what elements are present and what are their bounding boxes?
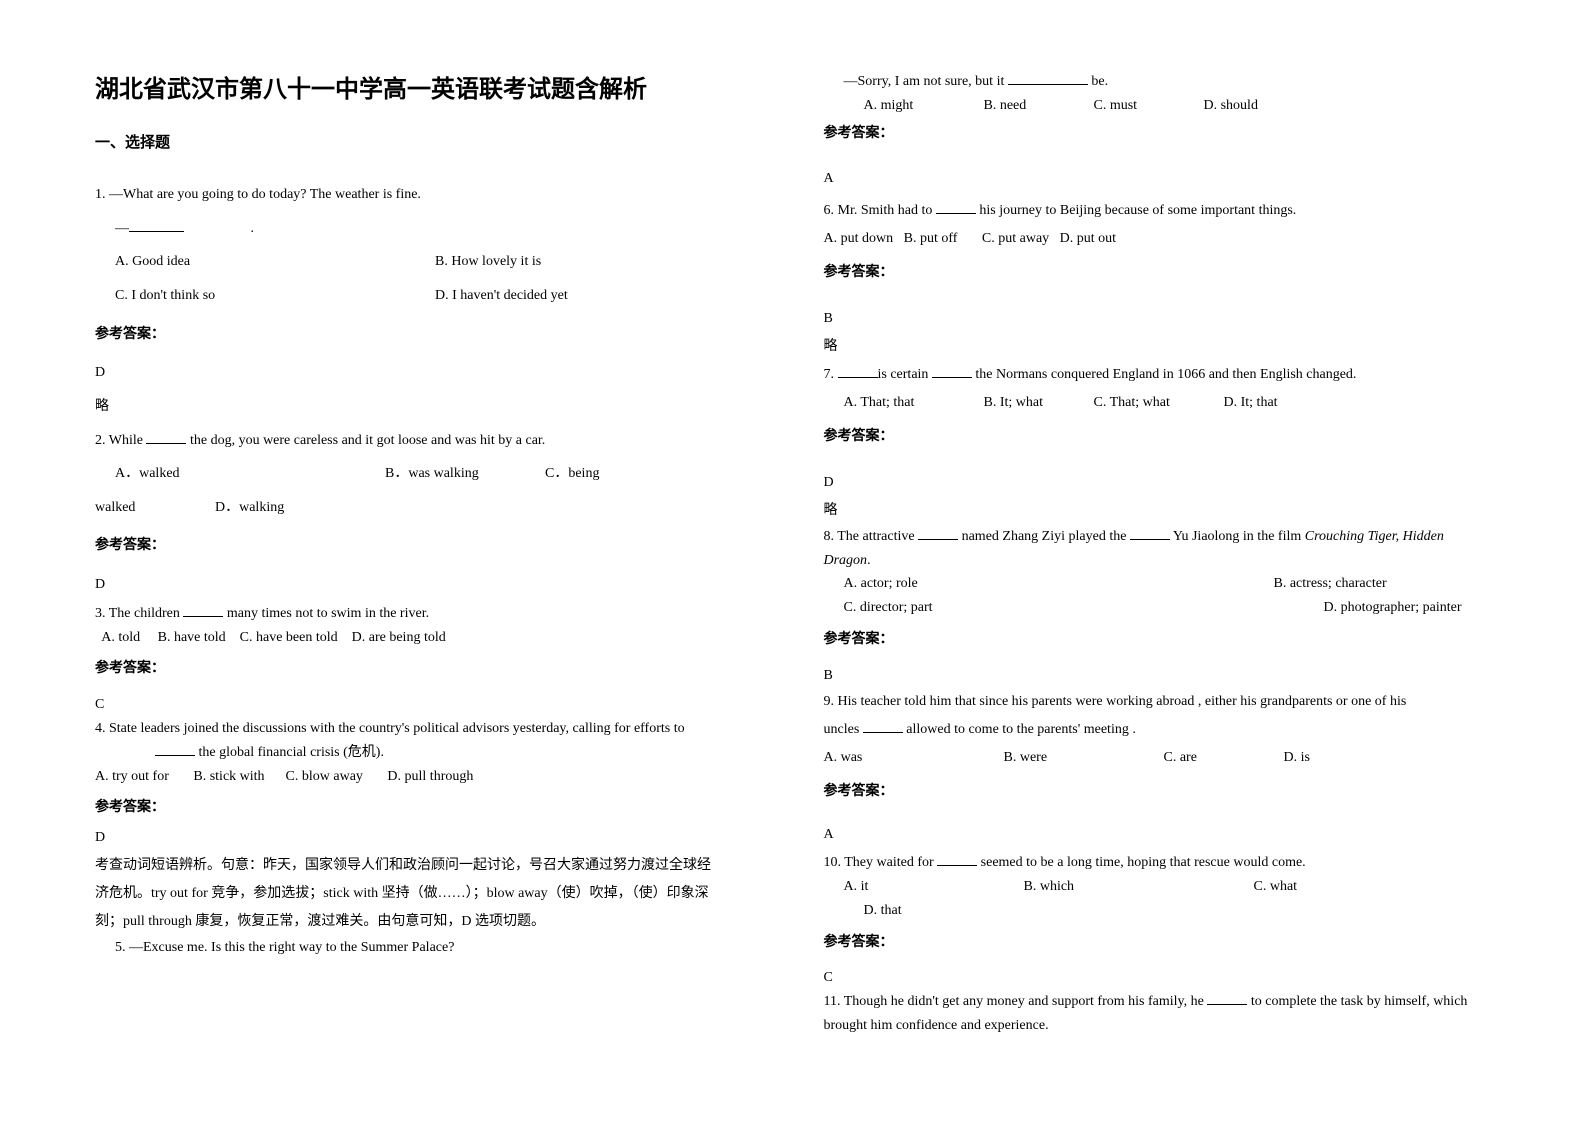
question-7: 7. is certain the Normans conquered Engl… <box>824 361 1493 417</box>
blank <box>863 720 903 733</box>
section-heading: 一、选择题 <box>95 131 764 157</box>
q3-opts: A. told B. have told C. have been told D… <box>95 626 764 650</box>
blank <box>1008 72 1088 85</box>
q1-lue: 略 <box>95 390 764 424</box>
blank <box>129 219 184 232</box>
blank <box>1130 527 1170 540</box>
question-3: 3. The children many times not to swim i… <box>95 602 764 650</box>
q4-expl2: 济危机。try out for 竞争，参加选拔；stick with 坚持（做…… <box>95 880 764 908</box>
q1-answer: D <box>95 356 764 390</box>
answer-label: 参考答案： <box>824 931 1493 955</box>
question-10: 10. They waited for seemed to be a long … <box>824 851 1493 922</box>
answer-label: 参考答案： <box>824 425 1493 449</box>
q8-opts-cd: C. director; part D. photographer; paint… <box>824 596 1493 620</box>
q4-stem2: the global financial crisis (危机). <box>95 741 764 765</box>
blank <box>838 365 878 378</box>
q5-stem: 5. —Excuse me. Is this the right way to … <box>95 936 764 960</box>
blank <box>155 743 195 756</box>
q10-answer: C <box>824 966 1493 990</box>
answer-label: 参考答案： <box>824 122 1493 146</box>
blank <box>146 431 186 444</box>
q6-stem: 6. Mr. Smith had to his journey to Beiji… <box>824 197 1493 225</box>
q2-answer: D <box>95 568 764 602</box>
blank <box>932 365 972 378</box>
q8-stem: 8. The attractive named Zhang Ziyi playe… <box>824 525 1493 573</box>
answer-label: 参考答案： <box>824 780 1493 804</box>
q9-opts: A. was B. were C. are D. is <box>824 744 1493 772</box>
q1-opts-cd: C. I don't think so D. I haven't decided… <box>95 279 764 313</box>
page-container: 湖北省武汉市第八十一中学高一英语联考试题含解析 一、选择题 1. —What a… <box>0 70 1587 1046</box>
answer-label: 参考答案： <box>824 628 1493 652</box>
q9-answer: A <box>824 823 1493 847</box>
question-2: 2. While the dog, you were careless and … <box>95 424 764 525</box>
q7-stem: 7. is certain the Normans conquered Engl… <box>824 361 1493 389</box>
blank <box>918 527 958 540</box>
right-column: —Sorry, I am not sure, but it be. A. mig… <box>824 70 1493 1046</box>
answer-label: 参考答案： <box>95 657 764 681</box>
q4-stem: 4. State leaders joined the discussions … <box>95 717 764 741</box>
q1-opts-ab: A. Good idea B. How lovely it is <box>95 245 764 279</box>
answer-label: 参考答案： <box>95 323 764 347</box>
q10-opts-abc: A. it B. which C. what <box>824 875 1493 899</box>
question-8: 8. The attractive named Zhang Ziyi playe… <box>824 525 1493 620</box>
q11-stem: 11. Though he didn't get any money and s… <box>824 990 1493 1038</box>
left-column: 湖北省武汉市第八十一中学高一英语联考试题含解析 一、选择题 1. —What a… <box>95 70 764 1046</box>
q2-stem: 2. While the dog, you were careless and … <box>95 424 764 458</box>
q7-opts: A. That; that B. It; what C. That; what … <box>824 389 1493 417</box>
doc-title: 湖北省武汉市第八十一中学高一英语联考试题含解析 <box>95 70 764 111</box>
q9-stem2: uncles allowed to come to the parents' m… <box>824 716 1493 744</box>
q8-answer: B <box>824 664 1493 688</box>
q5-line2: —Sorry, I am not sure, but it be. <box>824 70 1493 94</box>
q3-answer: C <box>95 693 764 717</box>
q4-answer: D <box>95 824 764 852</box>
blank <box>937 854 977 867</box>
blank <box>183 604 223 617</box>
question-1: 1. —What are you going to do today? The … <box>95 178 764 312</box>
q1-stem: 1. —What are you going to do today? The … <box>95 178 764 212</box>
answer-label: 参考答案： <box>95 796 764 820</box>
answer-label: 参考答案： <box>824 261 1493 285</box>
question-9: 9. His teacher told him that since his p… <box>824 688 1493 772</box>
blank <box>936 202 976 215</box>
q6-opts: A. put down B. put off C. put away D. pu… <box>824 225 1493 253</box>
question-6: 6. Mr. Smith had to his journey to Beiji… <box>824 197 1493 253</box>
question-4: 4. State leaders joined the discussions … <box>95 717 764 788</box>
q10-opt-d: D. that <box>824 899 1493 923</box>
q8-opts-ab: A. actor; role B. actress; character <box>824 572 1493 596</box>
q6-answer: B <box>824 305 1493 333</box>
q6-lue: 略 <box>824 333 1493 361</box>
q2-opts2: walked D．walking <box>95 491 764 525</box>
blank <box>1207 993 1247 1006</box>
q4-expl1: 考查动词短语辨析。句意：昨天，国家领导人们和政治顾问一起讨论，号召大家通过努力渡… <box>95 852 764 880</box>
q10-stem: 10. They waited for seemed to be a long … <box>824 851 1493 875</box>
q2-opts1: A．walked B．was walking C．being <box>95 457 764 491</box>
q4-expl3: 刻；pull through 康复，恢复正常，渡过难关。由句意可知，D 选项切题… <box>95 908 764 936</box>
q7-answer: D <box>824 469 1493 497</box>
q9-stem: 9. His teacher told him that since his p… <box>824 688 1493 716</box>
q7-lue: 略 <box>824 497 1493 525</box>
question-11: 11. Though he didn't get any money and s… <box>824 990 1493 1038</box>
answer-label: 参考答案： <box>95 534 764 558</box>
q3-stem: 3. The children many times not to swim i… <box>95 602 764 626</box>
q4-opts: A. try out for B. stick with C. blow awa… <box>95 765 764 789</box>
q5-opts: A. might B. need C. must D. should <box>824 94 1493 118</box>
q1-line2: — . <box>95 212 764 246</box>
q5-answer: A <box>824 167 1493 191</box>
